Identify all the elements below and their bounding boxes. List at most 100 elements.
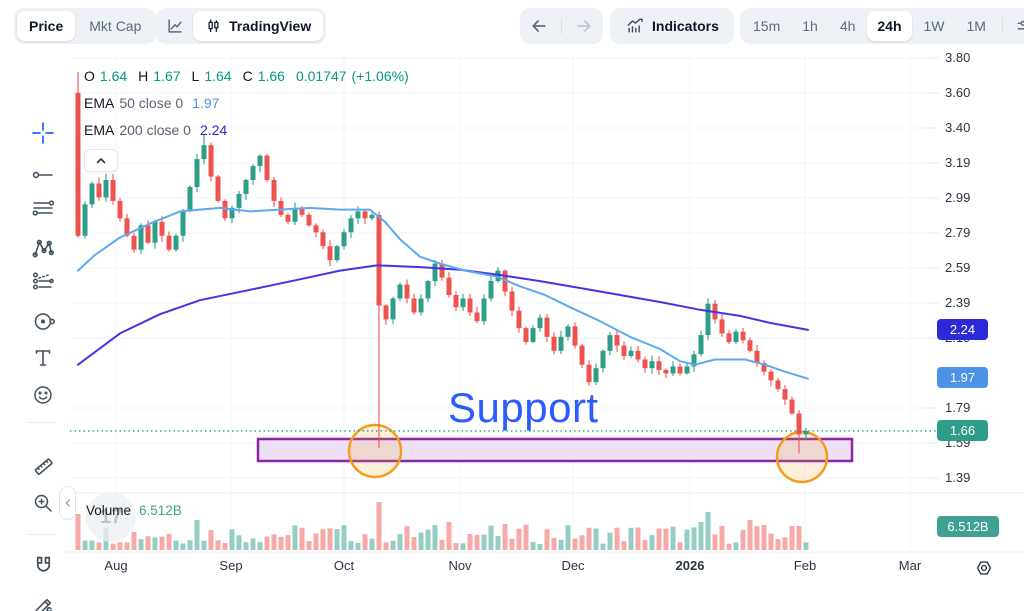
drawing-toolbar bbox=[0, 52, 66, 611]
sidebar-collapse-handle[interactable] bbox=[59, 486, 76, 520]
ema200-value: 2.24 bbox=[199, 121, 228, 138]
chart-type-toggle: TradingView bbox=[156, 8, 327, 44]
timeframe-label: 24h bbox=[877, 18, 902, 34]
volume-label: Volume bbox=[86, 503, 132, 518]
tool-magnet[interactable] bbox=[28, 550, 58, 580]
tool-xabcd-pattern[interactable] bbox=[28, 233, 58, 263]
price-tick-label: 3.40 bbox=[945, 120, 971, 135]
time-axis[interactable]: Aug Sep Oct Nov Dec 2026 Feb Mar bbox=[0, 556, 1024, 580]
mktcap-tab-label: Mkt Cap bbox=[89, 18, 142, 34]
price-tick-label: 3.80 bbox=[945, 50, 971, 65]
sidebar-divider bbox=[28, 534, 56, 535]
timeframe-4h[interactable]: 4h bbox=[830, 11, 866, 41]
tool-emoji[interactable] bbox=[28, 380, 58, 410]
high-label: H bbox=[138, 67, 149, 84]
forward-arrow-button[interactable] bbox=[568, 11, 600, 41]
indicators-icon bbox=[625, 16, 645, 36]
timeframe-label: 4h bbox=[839, 18, 856, 34]
history-nav bbox=[520, 8, 603, 44]
tradingview-chart-button[interactable]: TradingView bbox=[193, 11, 324, 41]
indicator-legend: O 1.64 H 1.67 L 1.64 C 1.66 0.01747 (+1.06%)… bbox=[84, 62, 409, 172]
price-tick-label: 3.60 bbox=[945, 85, 971, 100]
xabcd-pattern-icon bbox=[31, 236, 56, 261]
time-tick-label: Sep bbox=[219, 558, 243, 573]
price-tick-label: 2.99 bbox=[945, 190, 971, 205]
time-tick-label: Nov bbox=[448, 558, 472, 573]
ema50-name: EMA bbox=[84, 94, 115, 111]
line-chart-button[interactable] bbox=[159, 11, 191, 41]
parallel-lines-icon bbox=[31, 196, 55, 220]
forecast-icon bbox=[31, 269, 55, 293]
timeframe-label: 1M bbox=[966, 18, 986, 34]
draw-lock-icon bbox=[31, 594, 56, 611]
ema50-row[interactable]: EMA 50 close 0 1.97 bbox=[84, 89, 409, 116]
emoji-icon bbox=[31, 383, 55, 407]
collapse-legend-button[interactable] bbox=[84, 149, 118, 172]
tradingview-label: TradingView bbox=[229, 18, 312, 34]
close-label: C bbox=[242, 67, 253, 84]
volume-legend[interactable]: Volume 6.512B bbox=[86, 503, 182, 518]
chart-settings-button[interactable] bbox=[1009, 11, 1024, 41]
price-badge: 2.24 bbox=[937, 319, 988, 340]
tool-crosshair[interactable] bbox=[28, 118, 58, 148]
tool-forecast[interactable] bbox=[28, 266, 58, 296]
timeframe-1w[interactable]: 1W bbox=[914, 11, 955, 41]
price-badge: 1.66 bbox=[937, 420, 988, 441]
indicators-group: Indicators bbox=[610, 8, 734, 44]
timeframe-24h[interactable]: 24h bbox=[867, 11, 912, 41]
timeframe-15m[interactable]: 15m bbox=[743, 11, 790, 41]
time-tick-label: 2026 bbox=[675, 558, 705, 573]
trend-line-icon bbox=[31, 163, 55, 187]
tool-text[interactable] bbox=[28, 343, 58, 373]
candlestick-icon bbox=[205, 17, 222, 36]
ruler-icon bbox=[31, 454, 56, 479]
chevron-left-icon bbox=[63, 498, 73, 508]
top-toolbar: Price Mkt Cap TradingView bbox=[0, 0, 1024, 52]
ema200-row[interactable]: EMA 200 close 0 2.24 bbox=[84, 116, 409, 143]
timeframe-1m[interactable]: 1M bbox=[957, 11, 996, 41]
price-tab[interactable]: Price bbox=[17, 11, 76, 41]
text-icon bbox=[31, 346, 55, 370]
tool-trend-line[interactable] bbox=[28, 160, 58, 190]
chevron-up-icon bbox=[95, 155, 107, 167]
tool-draw-lock[interactable] bbox=[28, 591, 58, 611]
price-badge: 1.97 bbox=[937, 367, 988, 388]
timeframe-group: 15m 1h 4h 24h 1W 1M bbox=[740, 8, 1024, 44]
price-axis[interactable]: 3.803.603.403.192.992.792.592.392.191.79… bbox=[937, 0, 1024, 611]
tool-zoom-in[interactable] bbox=[28, 488, 58, 518]
ema200-name: EMA bbox=[84, 121, 115, 138]
gear-icon bbox=[973, 557, 995, 579]
mktcap-tab[interactable]: Mkt Cap bbox=[77, 11, 153, 41]
tool-ellipse[interactable] bbox=[28, 306, 58, 336]
zoom-in-icon bbox=[31, 491, 55, 515]
axis-settings-button[interactable] bbox=[968, 553, 1000, 583]
open-value: 1.64 bbox=[99, 67, 128, 84]
low-label: L bbox=[191, 67, 200, 84]
price-tick-label: 3.19 bbox=[945, 155, 971, 170]
ema200-params: 200 close 0 bbox=[119, 121, 191, 138]
left-arrow-icon bbox=[529, 16, 549, 36]
close-value: 1.66 bbox=[257, 67, 285, 84]
time-tick-label: Mar bbox=[898, 558, 922, 573]
time-tick-label: Dec bbox=[561, 558, 585, 573]
indicators-button[interactable]: Indicators bbox=[613, 11, 731, 41]
watermark-logo: 17 bbox=[86, 492, 136, 542]
right-arrow-icon bbox=[574, 16, 594, 36]
price-mktcap-toggle: Price Mkt Cap bbox=[14, 8, 157, 44]
timeframe-1h[interactable]: 1h bbox=[792, 11, 828, 41]
crosshair-icon bbox=[30, 120, 56, 146]
ema50-params: 50 close 0 bbox=[119, 94, 184, 111]
timeframe-divider bbox=[1001, 18, 1003, 34]
low-value: 1.64 bbox=[204, 67, 232, 84]
timeframe-label: 1W bbox=[923, 18, 945, 34]
indicators-label: Indicators bbox=[652, 18, 719, 34]
sidebar-divider bbox=[28, 422, 56, 423]
support-annotation[interactable]: Support bbox=[448, 384, 599, 431]
sliders-icon bbox=[1015, 17, 1024, 36]
tool-ruler[interactable] bbox=[28, 451, 58, 481]
price-badge: 6.512B bbox=[937, 516, 999, 537]
tool-parallel-lines[interactable] bbox=[28, 193, 58, 223]
back-arrow-button[interactable] bbox=[523, 11, 555, 41]
open-label: O bbox=[84, 67, 95, 84]
